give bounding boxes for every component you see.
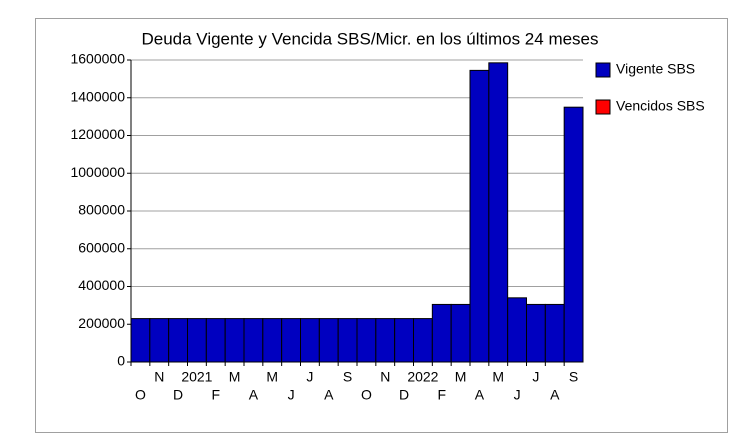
x-tick-label: A bbox=[249, 387, 259, 403]
y-tick-label: 800000 bbox=[78, 202, 125, 218]
bar bbox=[488, 62, 509, 363]
bar bbox=[187, 318, 207, 363]
bar bbox=[394, 318, 414, 363]
bar bbox=[168, 318, 189, 363]
bar bbox=[526, 303, 546, 363]
bar bbox=[413, 318, 433, 363]
bar bbox=[130, 318, 151, 363]
bar bbox=[224, 318, 245, 363]
bar bbox=[544, 303, 565, 363]
x-tick-label: O bbox=[135, 387, 146, 403]
x-tick-label: S bbox=[343, 369, 352, 385]
bar bbox=[205, 318, 226, 363]
y-tick-label: 200000 bbox=[78, 315, 125, 331]
x-tick-label: J bbox=[532, 369, 539, 385]
x-tick-label: A bbox=[550, 387, 560, 403]
x-tick-label: N bbox=[154, 369, 164, 385]
y-tick-label: 1000000 bbox=[70, 164, 125, 180]
x-tick-label: D bbox=[173, 387, 183, 403]
x-tick-label: O bbox=[361, 387, 372, 403]
bar bbox=[450, 303, 471, 363]
bar bbox=[469, 69, 490, 363]
x-tick-label: A bbox=[475, 387, 485, 403]
legend-label: Vigente SBS bbox=[616, 61, 695, 77]
y-tick-label: 1400000 bbox=[70, 88, 125, 104]
x-tick-label: J bbox=[514, 387, 521, 403]
bar bbox=[507, 297, 527, 363]
bar bbox=[356, 318, 377, 363]
bar bbox=[375, 318, 396, 363]
chart-frame bbox=[35, 18, 728, 433]
y-tick-label: 1200000 bbox=[70, 126, 125, 142]
x-tick-label: M bbox=[266, 369, 278, 385]
bar bbox=[262, 318, 283, 363]
bar bbox=[243, 318, 264, 363]
x-tick-label: F bbox=[211, 387, 220, 403]
bar bbox=[149, 318, 170, 363]
y-tick-label: 400000 bbox=[78, 277, 125, 293]
legend-swatch bbox=[595, 99, 611, 115]
x-tick-label: M bbox=[455, 369, 467, 385]
bar bbox=[563, 106, 584, 363]
x-tick-label: N bbox=[380, 369, 390, 385]
x-tick-label: J bbox=[306, 369, 313, 385]
y-tick-label: 0 bbox=[117, 353, 125, 369]
y-tick-label: 600000 bbox=[78, 239, 125, 255]
x-tick-label: J bbox=[288, 387, 295, 403]
x-tick-label: M bbox=[492, 369, 504, 385]
bar bbox=[337, 318, 358, 363]
bar bbox=[431, 303, 452, 363]
chart-title: Deuda Vigente y Vencida SBS/Micr. en los… bbox=[141, 29, 598, 48]
legend-label: Vencidos SBS bbox=[616, 98, 705, 114]
x-tick-label: 2021 bbox=[181, 369, 212, 385]
x-tick-label: F bbox=[437, 387, 446, 403]
bar bbox=[300, 318, 320, 363]
bar bbox=[318, 318, 339, 363]
bar bbox=[281, 318, 301, 363]
y-tick-label: 1600000 bbox=[70, 51, 125, 67]
legend-swatch bbox=[595, 62, 611, 78]
x-tick-label: M bbox=[229, 369, 241, 385]
x-tick-label: A bbox=[324, 387, 334, 403]
x-tick-label: S bbox=[569, 369, 578, 385]
x-tick-label: D bbox=[399, 387, 409, 403]
x-tick-label: 2022 bbox=[407, 369, 438, 385]
